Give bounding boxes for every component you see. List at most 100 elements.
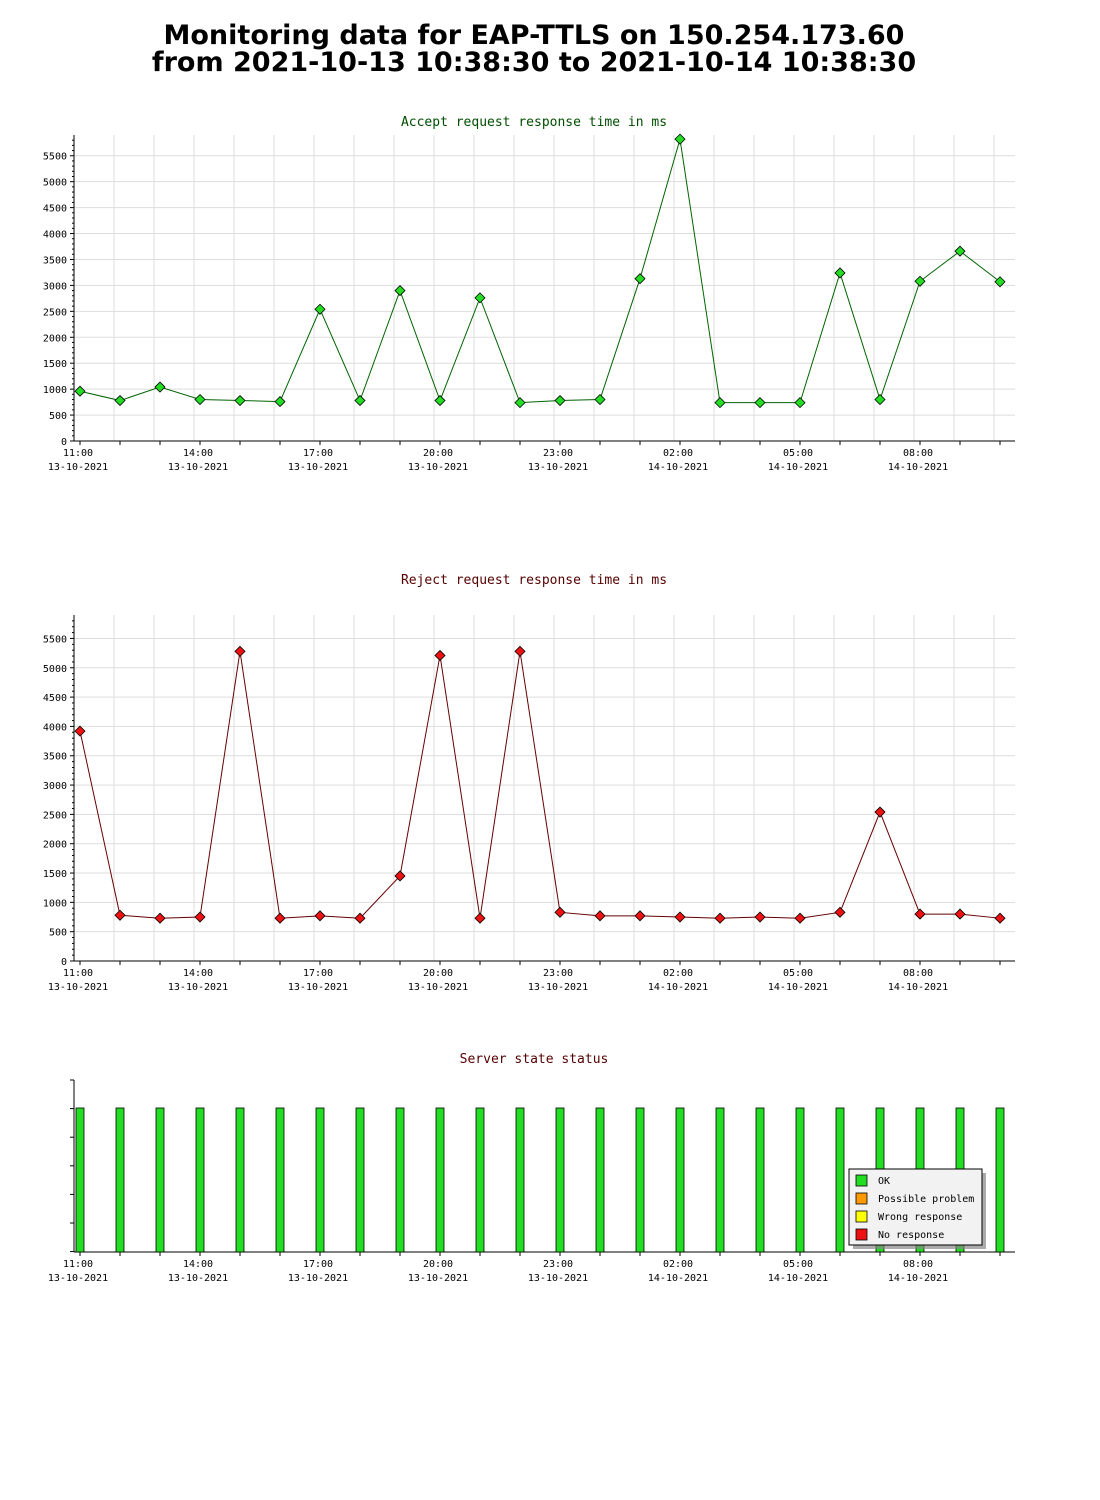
legend-label: Wrong response [878, 1212, 962, 1223]
accept-data-point [954, 245, 966, 257]
reject-chart-title: Reject request response time in ms [401, 573, 667, 588]
y-tick-label: 1000 [43, 385, 67, 396]
x-tick-label-date: 13-10-2021 [168, 462, 228, 473]
status-bar [115, 1107, 125, 1253]
status-bar [555, 1107, 565, 1253]
status-bar [515, 1107, 525, 1253]
status-bar [275, 1107, 285, 1253]
x-tick-label-date: 14-10-2021 [888, 982, 948, 993]
status-bar [755, 1107, 765, 1253]
x-tick-label-time: 23:00 [543, 968, 573, 979]
status-bar [395, 1107, 405, 1253]
accept-data-point [234, 394, 246, 407]
reject-data-point [394, 870, 406, 882]
reject-data-point [914, 908, 926, 920]
y-tick-label: 5000 [43, 178, 67, 189]
accept-data-point [74, 385, 86, 397]
status-bar [235, 1107, 245, 1253]
accept-chart-title: Accept request response time in ms [401, 115, 667, 130]
x-tick-label-date: 14-10-2021 [888, 1273, 948, 1284]
status-legend: OK Possible problem Wrong response No respo… [848, 1168, 986, 1249]
x-tick-label-date: 13-10-2021 [288, 462, 348, 473]
x-tick-label-date: 14-10-2021 [648, 982, 708, 993]
reject-data-point [794, 912, 806, 924]
y-tick-label: 3000 [43, 281, 67, 292]
y-tick-label: 3500 [43, 255, 67, 266]
x-tick-label-time: 17:00 [303, 1259, 333, 1270]
y-tick-label: 1500 [43, 359, 67, 370]
x-tick-label-date: 14-10-2021 [648, 462, 708, 473]
y-tick-label: 4000 [43, 230, 67, 241]
x-tick-label-time: 23:00 [543, 1259, 573, 1270]
y-tick-label: 3000 [43, 781, 67, 792]
x-tick-label-time: 20:00 [423, 1259, 453, 1270]
x-tick-label-time: 11:00 [63, 968, 93, 979]
y-tick-label: 2500 [43, 307, 67, 318]
accept-data-point [914, 275, 926, 287]
x-tick-label-time: 14:00 [183, 968, 213, 979]
accept-data-point [994, 276, 1006, 288]
status-bar [715, 1107, 725, 1253]
accept-data-point [594, 393, 606, 406]
status-bar [835, 1107, 845, 1253]
x-tick-label-date: 13-10-2021 [408, 982, 468, 993]
status-bar [995, 1107, 1005, 1253]
reject-data-point [834, 906, 846, 918]
status-bar [355, 1107, 365, 1253]
reject-data-point [354, 912, 366, 924]
y-tick-label: 4000 [43, 722, 67, 733]
legend-swatch [855, 1228, 868, 1241]
x-tick-label-date: 13-10-2021 [408, 462, 468, 473]
status-chart-title: Server state status [460, 1052, 609, 1067]
y-tick-label: 0 [61, 957, 67, 968]
x-tick-label-date: 14-10-2021 [768, 462, 828, 473]
legend-label: OK [878, 1176, 890, 1187]
status-bar [475, 1107, 485, 1253]
reject-data-point [474, 912, 486, 924]
y-tick-label: 2500 [43, 810, 67, 821]
y-tick-label: 3500 [43, 752, 67, 763]
reject-data-point [954, 908, 966, 920]
accept-data-point [194, 393, 206, 406]
y-tick-label: 500 [49, 928, 67, 939]
reject-data-point [874, 806, 886, 818]
x-tick-label-time: 05:00 [783, 448, 813, 459]
reject-data-point [634, 910, 646, 922]
accept-data-point [154, 381, 166, 393]
server-status-chart: Server state status 11:00 13-10-2021 14:00… [48, 1052, 1015, 1284]
legend-swatch [855, 1174, 868, 1187]
status-bar [435, 1107, 445, 1253]
y-tick-label: 5000 [43, 664, 67, 675]
reject-data-point [434, 649, 446, 662]
x-tick-label-date: 13-10-2021 [48, 1273, 108, 1284]
reject-data-point [554, 906, 566, 918]
x-tick-label-time: 05:00 [783, 968, 813, 979]
accept-data-point [274, 396, 286, 408]
x-tick-label-time: 02:00 [663, 1259, 693, 1270]
reject-data-point [314, 910, 326, 922]
y-tick-label: 1000 [43, 898, 67, 909]
x-tick-label-time: 17:00 [303, 968, 333, 979]
accept-data-point [474, 292, 486, 304]
status-bar [795, 1107, 805, 1253]
reject-data-point [234, 645, 246, 657]
page-title: Monitoring data for EAP-TTLS on 150.254.… [0, 22, 1068, 76]
accept-series-line [79, 139, 1001, 404]
y-tick-label: 1500 [43, 869, 67, 880]
reject-data-point [114, 909, 126, 921]
accept-data-point [114, 394, 126, 407]
accept-response-chart: Accept request response time in ms 0 500 1… [43, 115, 1015, 473]
status-bar [595, 1107, 605, 1253]
y-tick-label: 0 [61, 437, 67, 448]
x-tick-label-date: 13-10-2021 [408, 1273, 468, 1284]
x-tick-label-time: 23:00 [543, 448, 573, 459]
x-tick-label-time: 08:00 [903, 968, 933, 979]
reject-data-point [754, 911, 766, 923]
x-tick-label-date: 13-10-2021 [528, 982, 588, 993]
accept-data-point [314, 303, 326, 315]
x-tick-label-date: 13-10-2021 [48, 462, 108, 473]
y-tick-label: 4500 [43, 693, 67, 704]
x-tick-label-date: 14-10-2021 [648, 1273, 708, 1284]
status-bar [195, 1107, 205, 1253]
accept-data-point [514, 397, 526, 409]
